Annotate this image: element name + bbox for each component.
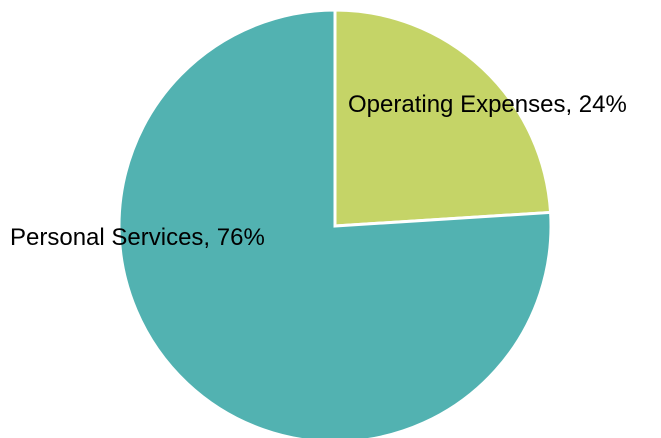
pie-slice-personal-services	[117, 8, 553, 438]
slice-label-operating-expenses: Operating Expenses, 24%	[348, 91, 627, 118]
pie-slices	[117, 8, 553, 438]
slice-label-personal-services: Personal Services, 76%	[10, 224, 265, 251]
pie-slice-operating-expenses	[333, 8, 553, 228]
